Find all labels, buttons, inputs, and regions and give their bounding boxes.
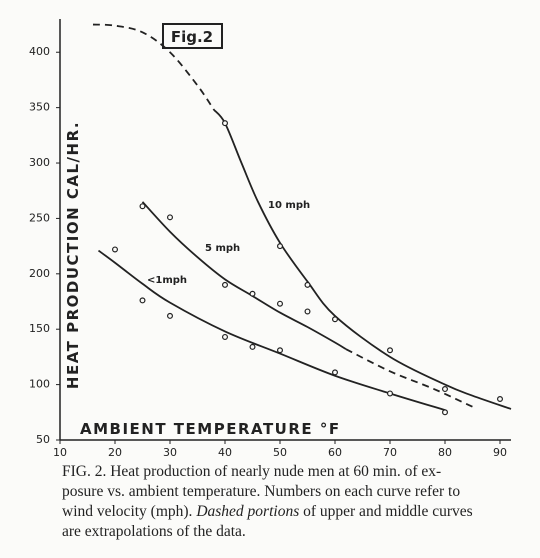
x-tick-label: 50 xyxy=(273,446,287,459)
curve-label: 10 mph xyxy=(268,200,310,211)
caption-text: are extrapolations of the data. xyxy=(62,523,246,540)
x-tick-label: 30 xyxy=(163,446,177,459)
caption-line: wind velocity (mph). Dashed portions of … xyxy=(62,503,473,520)
data-point xyxy=(332,316,339,323)
caption-line: are extrapolations of the data. xyxy=(62,523,246,540)
data-point xyxy=(222,120,229,127)
data-point xyxy=(387,390,394,397)
data-point xyxy=(497,396,504,403)
data-point xyxy=(139,297,146,304)
dashed-curve xyxy=(345,348,473,408)
caption-text: FIG. 2. Heat production of nearly nude m… xyxy=(62,463,441,480)
x-tick-label: 70 xyxy=(383,446,397,459)
data-point xyxy=(139,203,146,210)
curve-label: 5 mph xyxy=(205,243,240,254)
data-point xyxy=(249,290,256,297)
data-point xyxy=(277,347,284,354)
x-tick-label: 90 xyxy=(493,446,507,459)
y-tick-label: 50 xyxy=(36,433,50,446)
y-tick-label: 350 xyxy=(29,101,50,114)
caption-text: wind velocity (mph). xyxy=(62,503,196,520)
data-point xyxy=(277,300,284,307)
y-tick-label: 100 xyxy=(29,378,50,391)
y-tick-label: 200 xyxy=(29,267,50,280)
caption-line: FIG. 2. Heat production of nearly nude m… xyxy=(62,463,441,480)
x-tick-label: 20 xyxy=(108,446,122,459)
data-point xyxy=(277,243,284,250)
curve xyxy=(97,249,446,411)
dashed-curve xyxy=(92,23,215,111)
x-tick-label: 10 xyxy=(53,446,67,459)
caption-text: Dashed portions xyxy=(195,503,299,520)
fig-label: Fig.2 xyxy=(171,28,213,46)
data-point xyxy=(222,333,229,340)
data-point xyxy=(111,246,118,253)
data-point xyxy=(387,347,394,354)
caption-line: posure vs. ambient temperature. Numbers … xyxy=(62,483,460,500)
data-point xyxy=(167,214,174,221)
data-point xyxy=(167,312,174,319)
x-tick-label: 40 xyxy=(218,446,232,459)
curve xyxy=(213,109,512,410)
data-point xyxy=(249,343,256,350)
data-point xyxy=(442,386,449,393)
curve-label: <1mph xyxy=(147,275,187,286)
caption-text: of upper and middle curves xyxy=(299,503,472,520)
data-point xyxy=(222,281,229,288)
x-axis-label: AMBIENT TEMPERATURE °F xyxy=(80,420,341,438)
data-point xyxy=(442,409,449,416)
caption-text: posure vs. ambient temperature. Numbers … xyxy=(62,483,460,500)
data-point xyxy=(304,308,311,315)
y-tick-label: 300 xyxy=(29,156,50,169)
y-tick-label: 150 xyxy=(29,322,50,335)
y-axis-label: HEAT PRODUCTION CAL/HR. xyxy=(64,121,82,389)
fig-label-box xyxy=(162,23,223,49)
data-point xyxy=(332,369,339,376)
x-tick-label: 60 xyxy=(328,446,342,459)
x-tick-label: 80 xyxy=(438,446,452,459)
y-tick-label: 400 xyxy=(29,45,50,58)
y-tick-label: 250 xyxy=(29,211,50,224)
data-point xyxy=(304,281,311,288)
